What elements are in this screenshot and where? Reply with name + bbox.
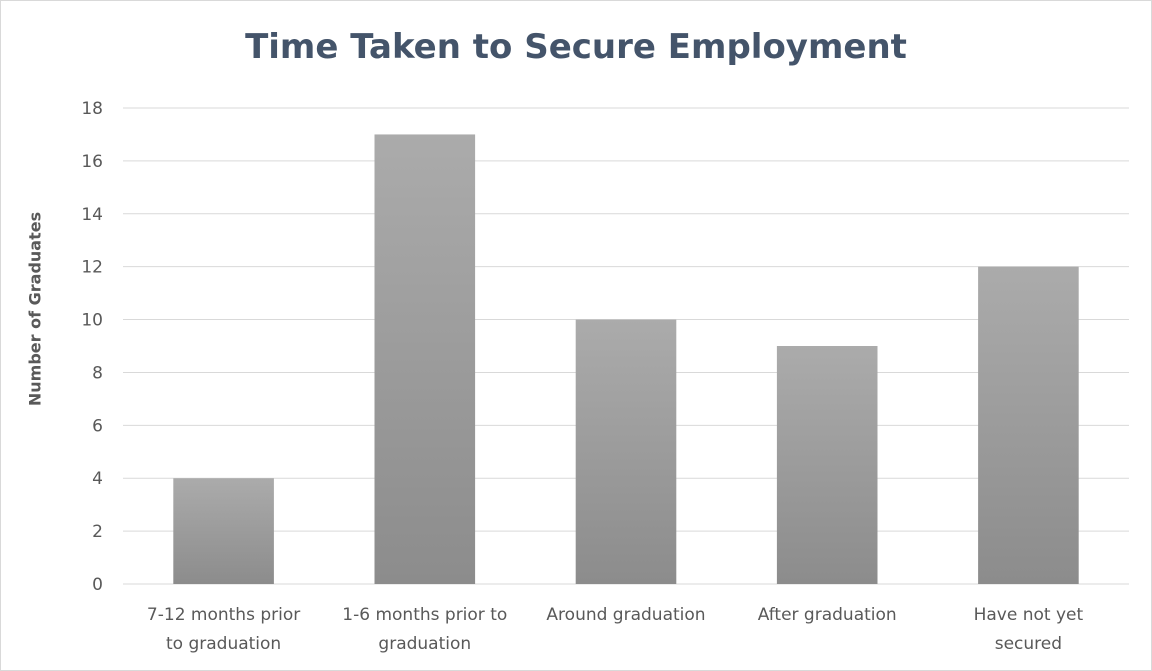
x-axis-categories: 7-12 months prior to graduation 1-6 months… [147,605,1084,654]
y-tick-label: 4 [92,469,103,489]
x-category-label: Around graduation [546,605,705,625]
y-tick-label: 12 [81,258,103,278]
x-category-label-line: to graduation [166,634,281,654]
x-category-label-line: Around graduation [546,605,705,625]
bar [173,478,274,584]
x-category-label: Have not yet secured [974,605,1084,654]
bar [776,346,878,584]
bar [374,134,476,584]
y-tick-label: 10 [81,311,103,331]
y-tick-label: 6 [92,416,103,436]
x-category-label-line: Have not yet [974,605,1084,625]
y-tick-label: 0 [92,575,103,595]
x-category-label-line: 7-12 months prior [147,605,300,625]
x-category-label-line: 1-6 months prior to [342,605,507,625]
x-category-label: 1-6 months prior to graduation [342,605,507,654]
y-tick-label: 2 [92,522,103,542]
bars [173,134,1079,584]
x-category-label-line: secured [995,634,1062,654]
y-tick-label: 14 [81,205,103,225]
y-axis-ticks: 0 2 4 6 8 10 12 14 16 18 [81,99,103,595]
y-tick-label: 18 [81,99,103,119]
chart-title: Time Taken to Secure Employment [245,27,907,67]
x-category-label-line: graduation [378,634,471,654]
x-category-label: After graduation [758,605,897,625]
bar [575,319,677,584]
bar [978,266,1079,584]
x-category-label-line: After graduation [758,605,897,625]
y-tick-label: 8 [92,363,103,383]
y-tick-label: 16 [81,152,103,172]
x-category-label: 7-12 months prior to graduation [147,605,300,654]
